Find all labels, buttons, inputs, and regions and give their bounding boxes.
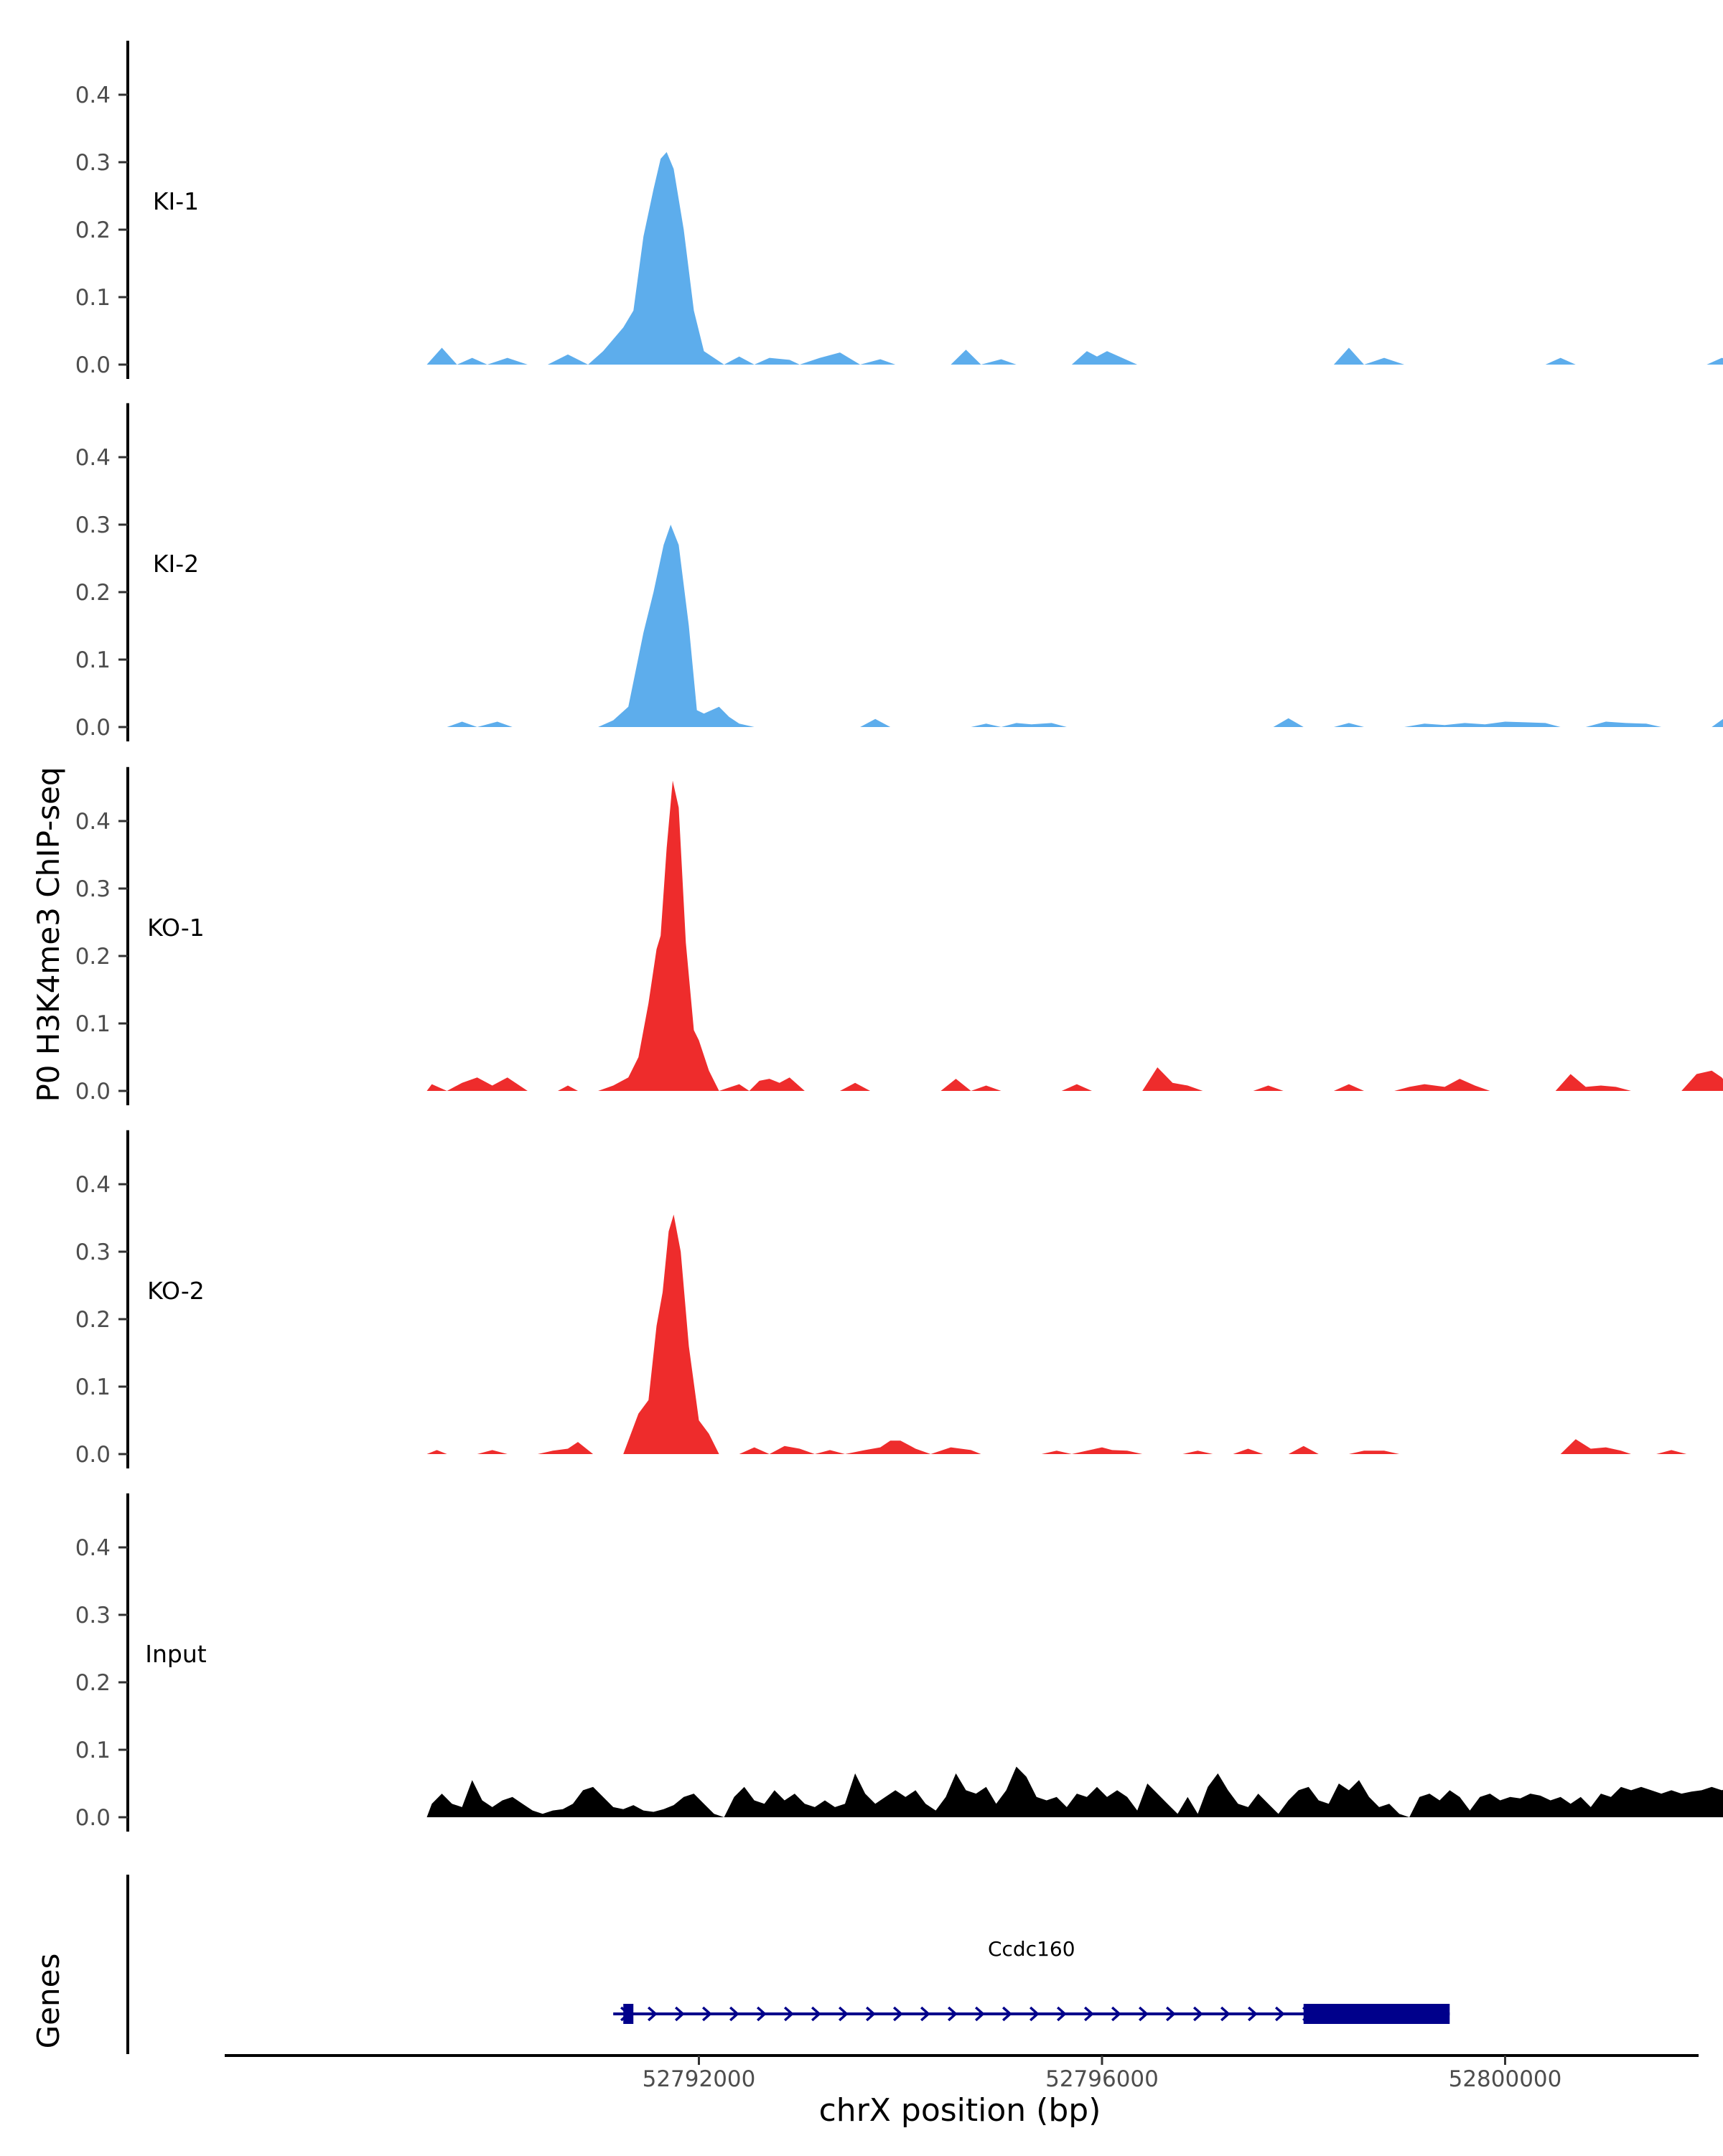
gene-name: Ccdc160 [988,1937,1075,1961]
gene-track: Ccdc160 [128,1875,1449,2054]
y-tick-label: 0.3 [75,1603,111,1628]
y-tick-label: 0.2 [75,580,111,606]
x-tick-label: 52792000 [643,2066,756,2092]
y-tick-label: 0.3 [75,1239,111,1265]
y-tick-label: 0.1 [75,1011,111,1037]
y-tick-label: 0.2 [75,217,111,243]
y-tick-label: 0.1 [75,285,111,311]
y-tick-label: 0.0 [75,715,111,741]
y-tick-label: 0.2 [75,1307,111,1333]
y-tick-label: 0.2 [75,944,111,970]
signal-area [427,1767,1723,1818]
track-ko-1: 0.0 0.1 0.2 0.3 0.4 KO-1 [75,767,1723,1105]
exon [1304,2004,1450,2024]
track-input: 0.0 0.1 0.2 0.3 0.4 Input [75,1494,1723,1832]
gene-ccdc160: Ccdc160 [613,1937,1449,2024]
track-label: Input [145,1640,207,1668]
track-ko-2: 0.0 0.1 0.2 0.3 0.4 KO-2 [75,1130,1687,1468]
y-tick-label: 0.0 [75,352,111,378]
y-tick-label: 0.1 [75,1374,111,1400]
signal-area [427,152,1723,365]
x-axis-label: chrX position (bp) [819,2092,1101,2129]
y-tick-label: 0.4 [75,1172,111,1198]
y-tick-label: 0.3 [75,512,111,538]
track-label: KI-2 [153,550,199,578]
y-tick-label: 0.4 [75,809,111,835]
signal-tracks: 0.00.10.20.30.4KI-10.00.10.20.30.4KI-20.… [75,41,1723,1832]
genes-track-label: Genes [31,1954,66,2049]
exon [623,2004,633,2024]
x-tick-label: 52800000 [1449,2066,1562,2092]
signal-area [427,1214,1687,1454]
y-tick-label: 0.0 [75,1442,111,1468]
track-ki-1: 0.0 0.1 0.2 0.3 0.4 KI-1 [75,41,1723,379]
y-tick-label: 0.4 [75,83,111,108]
y-tick-label: 0.0 [75,1805,111,1831]
track-label: KO-2 [147,1277,205,1305]
y-tick-label: 0.1 [75,647,111,673]
y-tick-label: 0.4 [75,445,111,471]
signal-area [427,781,1723,1091]
track-label: KI-1 [153,187,199,215]
y-tick-label: 0.3 [75,876,111,902]
signal-area [447,525,1723,727]
y-tick-label: 0.0 [75,1079,111,1105]
x-tick-label: 52796000 [1045,2066,1159,2092]
x-axis: 52792000 52796000 52800000 [225,2056,1699,2092]
y-tick-label: 0.2 [75,1670,111,1696]
y-tick-label: 0.4 [75,1535,111,1561]
track-ki-2: 0.0 0.1 0.2 0.3 0.4 KI-2 [75,403,1723,741]
y-axis-label: P0 H3K4me3 ChIP-seq [31,767,66,1102]
y-tick-label: 0.1 [75,1738,111,1763]
track-label: KO-1 [147,914,205,942]
y-tick-label: 0.3 [75,150,111,176]
